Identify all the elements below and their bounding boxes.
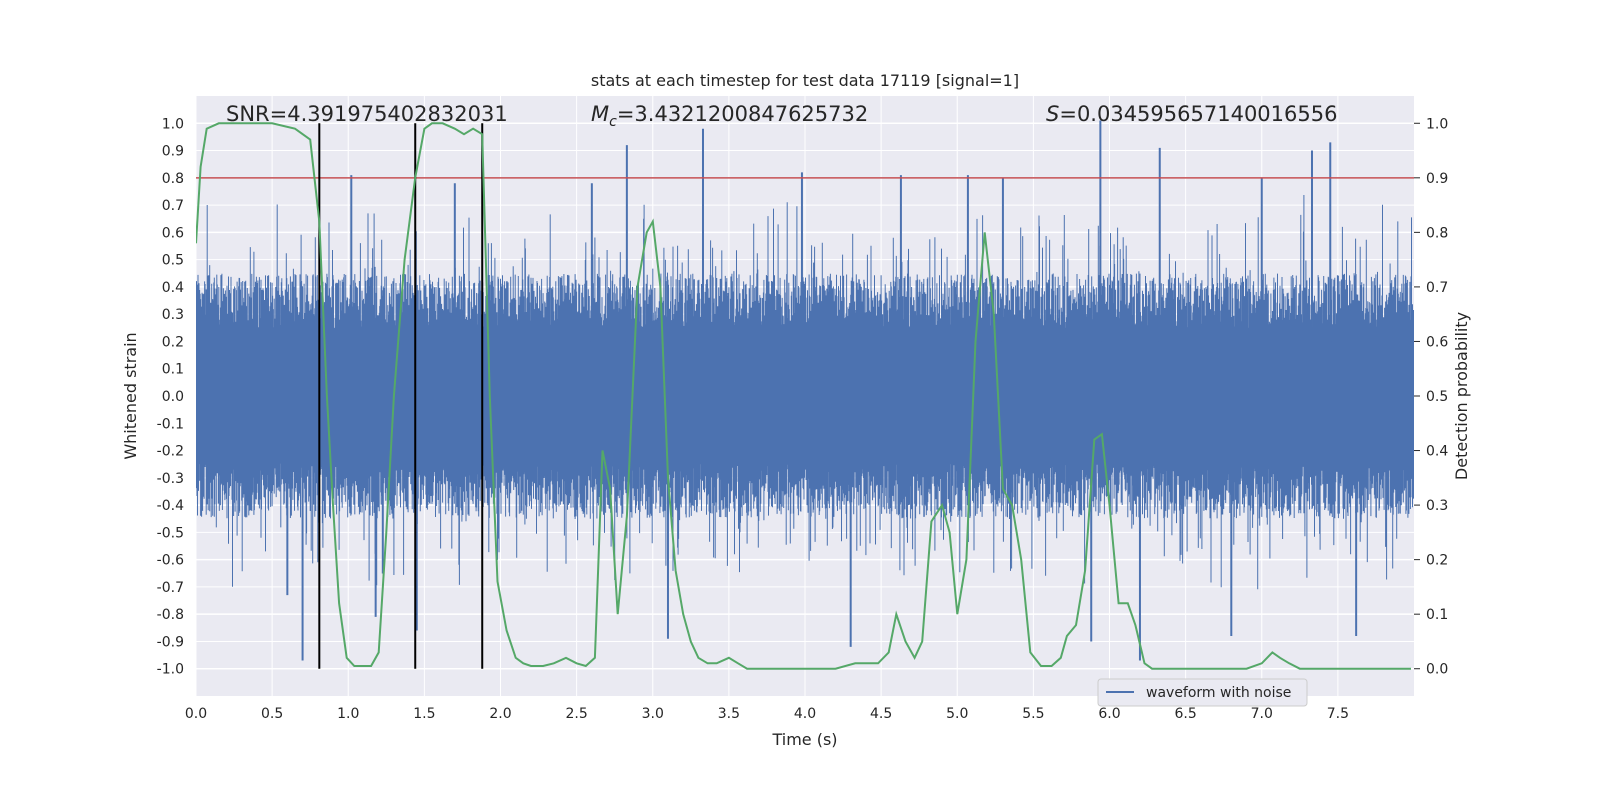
y-right-tick-label: 0.2 — [1426, 553, 1448, 569]
y-left-tick-label: -0.8 — [157, 607, 184, 623]
s-annotation: S=0.034595657140016556 — [1046, 102, 1337, 126]
y-left-tick-label: -0.7 — [157, 580, 184, 596]
chirp-mass-value: =3.4321200847625732 — [617, 102, 868, 126]
y-left-tick-label: 0.7 — [162, 198, 184, 214]
x-tick-label: 5.5 — [1022, 706, 1044, 722]
probability-series — [196, 122, 1411, 670]
x-tick-label: 4.0 — [794, 706, 816, 722]
x-axis-label: Time (s) — [771, 730, 837, 749]
legend-box — [1097, 678, 1308, 707]
x-tick-label: 0.0 — [185, 706, 207, 722]
s-value: =0.034595657140016556 — [1059, 102, 1337, 126]
x-tick-label: 2.5 — [565, 706, 587, 722]
x-axis-ticks: 0.0 0.5 1.0 1.5 2.0 2.5 3.0 3.5 4.0 4.5 5.0 5.5 6.0 6… — [185, 706, 1349, 722]
y-left-tick-label: -0.2 — [157, 444, 184, 460]
x-tick-label: 1.0 — [337, 706, 359, 722]
y-left-tick-label: 0.1 — [162, 362, 184, 378]
waveform-core — [196, 341, 1414, 451]
y-right-tick-label: 0.0 — [1426, 662, 1448, 678]
x-tick-label: 6.5 — [1174, 706, 1196, 722]
y-left-tick-label: -1.0 — [157, 662, 184, 678]
detection-probability-line — [196, 122, 1411, 670]
y-left-tick-label: 0.6 — [162, 225, 184, 241]
y-left-tick-label: 0.5 — [162, 253, 184, 269]
x-tick-label: 0.5 — [261, 706, 283, 722]
y-right-axis-label: Detection probability — [1452, 312, 1471, 480]
chirp-mass-subscript: c — [609, 114, 617, 130]
x-tick-label: 6.0 — [1098, 706, 1120, 722]
y-right-tick-label: 0.5 — [1426, 389, 1448, 405]
snr-annotation: SNR=4.391975402832031 — [226, 102, 508, 126]
x-tick-label: 7.0 — [1251, 706, 1273, 722]
y-left-axis-ticks: 1.0 0.9 0.8 0.7 0.6 0.5 0.4 0.3 0.2 0.1 0.0 -0.1 -0.… — [157, 116, 184, 677]
y-right-tick-label: 0.4 — [1426, 444, 1448, 460]
y-left-tick-label: 1.0 — [162, 116, 184, 132]
y-right-tick-label: 0.9 — [1426, 171, 1448, 187]
x-tick-label: 3.5 — [718, 706, 740, 722]
y-right-tick-label: 0.1 — [1426, 607, 1448, 623]
x-tick-label: 4.5 — [870, 706, 892, 722]
y-right-axis-ticks: 1.0 0.9 0.8 0.7 0.6 0.5 0.4 0.3 0.2 0.1 0.0 — [1414, 116, 1448, 678]
s-symbol: S — [1046, 102, 1059, 126]
y-right-tick-label: 0.3 — [1426, 498, 1448, 514]
legend-label: waveform with noise — [1146, 685, 1291, 701]
y-left-tick-label: 0.8 — [162, 171, 184, 187]
y-left-tick-label: -0.4 — [157, 498, 184, 514]
x-tick-label: 7.5 — [1327, 706, 1349, 722]
x-tick-label: 1.5 — [413, 706, 435, 722]
y-left-tick-label: -0.3 — [157, 471, 184, 487]
x-tick-label: 5.0 — [946, 706, 968, 722]
y-right-tick-label: 1.0 — [1426, 116, 1448, 132]
y-left-tick-label: -0.5 — [157, 525, 184, 541]
waveform-series — [196, 120, 1414, 661]
y-left-tick-label: -0.1 — [157, 416, 184, 432]
x-tick-label: 3.0 — [642, 706, 664, 722]
chirp-mass-symbol: M — [591, 102, 609, 126]
y-right-tick-label: 0.6 — [1426, 334, 1448, 350]
y-left-tick-label: -0.6 — [157, 553, 184, 569]
y-left-tick-label: -0.9 — [157, 634, 184, 650]
legend: waveform with noise — [1097, 678, 1308, 707]
y-left-tick-label: 0.2 — [162, 334, 184, 350]
chart-title: stats at each timestep for test data 171… — [591, 71, 1019, 90]
y-left-axis-label: Whitened strain — [121, 332, 140, 459]
y-right-tick-label: 0.8 — [1426, 225, 1448, 241]
y-left-tick-label: 0.3 — [162, 307, 184, 323]
y-left-tick-label: 0.4 — [162, 280, 184, 296]
y-right-tick-label: 0.7 — [1426, 280, 1448, 296]
plot-content — [196, 120, 1414, 670]
x-tick-label: 2.0 — [489, 706, 511, 722]
y-left-tick-label: 0.0 — [162, 389, 184, 405]
chirp-mass-annotation: Mc=3.4321200847625732 — [591, 102, 868, 130]
y-left-tick-label: 0.9 — [162, 144, 184, 160]
